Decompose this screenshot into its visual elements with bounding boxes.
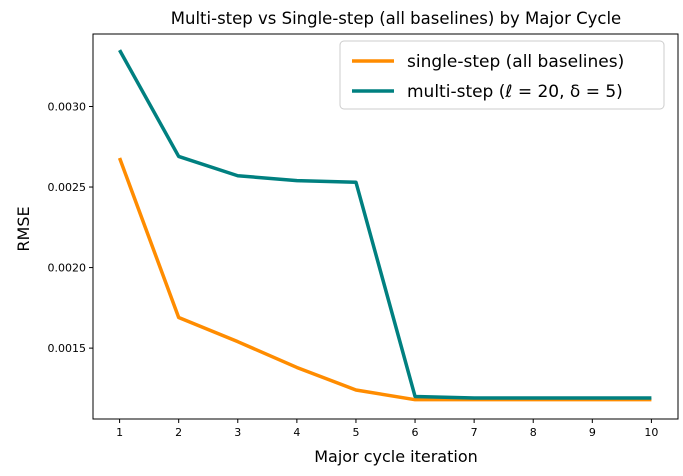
y-tick-label: 0.0015 xyxy=(48,342,87,355)
x-axis-label: Major cycle iteration xyxy=(314,447,478,466)
x-tick-label: 10 xyxy=(644,426,658,439)
y-axis-label: RMSE xyxy=(14,206,33,251)
x-tick-label: 2 xyxy=(175,426,182,439)
y-tick-label: 0.0025 xyxy=(48,181,87,194)
chart-title: Multi-step vs Single-step (all baselines… xyxy=(171,9,621,28)
y-tick-label: 0.0030 xyxy=(48,100,87,113)
legend-label-2: multi-step (ℓ = 20, δ = 5) xyxy=(407,82,623,102)
legend-label-1: single-step (all baselines) xyxy=(407,52,624,72)
legend: single-step (all baselines) multi-step (ℓ… xyxy=(339,40,665,110)
x-tick-label: 9 xyxy=(589,426,596,439)
plot-area xyxy=(117,49,652,402)
x-tick-label: 3 xyxy=(234,426,241,439)
x-tick-label: 8 xyxy=(530,426,537,439)
legend-box xyxy=(339,40,665,110)
series-line-2 xyxy=(118,49,652,400)
plot-frame xyxy=(92,33,679,420)
x-tick-label: 6 xyxy=(412,426,419,439)
series-line-1 xyxy=(117,157,652,402)
y-tick-label: 0.0020 xyxy=(48,262,87,275)
axes: 1 2 3 4 5 6 7 8 9 10 0.0015 0.0020 0.0025 0.0030 xyxy=(48,33,679,439)
x-tick-label: 4 xyxy=(293,426,300,439)
x-tick-label: 5 xyxy=(352,426,359,439)
x-tick-label: 7 xyxy=(471,426,478,439)
x-tick-label: 1 xyxy=(116,426,123,439)
